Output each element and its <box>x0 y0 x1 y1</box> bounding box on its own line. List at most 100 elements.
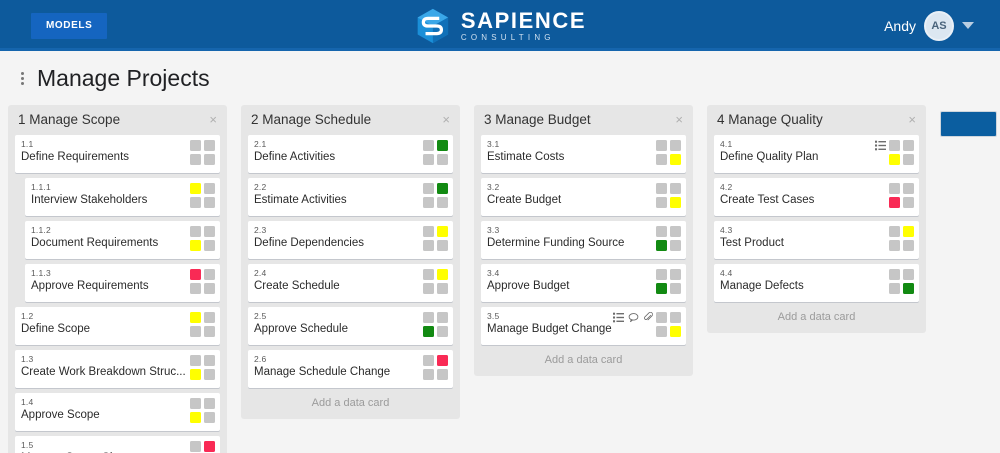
status-badge[interactable] <box>204 311 215 323</box>
status-badge[interactable] <box>204 139 215 151</box>
close-icon[interactable]: × <box>442 112 450 127</box>
status-badge[interactable] <box>423 268 434 280</box>
status-badge[interactable] <box>437 368 448 380</box>
status-badge-grid[interactable] <box>656 311 681 337</box>
status-badge[interactable] <box>670 325 681 337</box>
status-badge-grid[interactable] <box>423 139 448 165</box>
status-badge[interactable] <box>190 368 201 380</box>
data-card[interactable]: 2.3 Define Dependencies <box>248 220 453 259</box>
status-badge-grid[interactable] <box>423 354 448 380</box>
data-card[interactable]: 2.4 Create Schedule <box>248 263 453 302</box>
add-data-card-button[interactable]: Add a data card <box>777 310 856 323</box>
status-badge[interactable] <box>903 268 914 280</box>
status-badge-grid[interactable] <box>889 139 914 165</box>
status-badge-grid[interactable] <box>190 268 215 294</box>
status-badge[interactable] <box>889 182 900 194</box>
data-card[interactable]: 2.2 Estimate Activities <box>248 177 453 216</box>
data-card[interactable]: 1.4 Approve Scope <box>15 392 220 431</box>
status-badge[interactable] <box>423 325 434 337</box>
data-card[interactable]: 3.4 Approve Budget <box>481 263 686 302</box>
status-badge[interactable] <box>903 282 914 294</box>
status-badge[interactable] <box>423 368 434 380</box>
status-badge[interactable] <box>204 411 215 423</box>
data-card[interactable]: 1.1.3 Approve Requirements <box>25 263 220 302</box>
data-card[interactable]: 3.5 Manage Budget Change <box>481 306 686 345</box>
status-badge[interactable] <box>670 225 681 237</box>
chevron-down-icon[interactable] <box>962 22 974 29</box>
status-badge-grid[interactable] <box>889 225 914 251</box>
status-badge-grid[interactable] <box>656 182 681 208</box>
status-badge[interactable] <box>190 325 201 337</box>
status-badge[interactable] <box>670 153 681 165</box>
status-badge[interactable] <box>903 196 914 208</box>
status-badge-grid[interactable] <box>656 225 681 251</box>
status-badge-grid[interactable] <box>656 268 681 294</box>
status-badge[interactable] <box>889 225 900 237</box>
status-badge[interactable] <box>656 225 667 237</box>
status-badge[interactable] <box>656 196 667 208</box>
data-card[interactable]: 2.6 Manage Schedule Change <box>248 349 453 388</box>
status-badge[interactable] <box>204 354 215 366</box>
list-title[interactable]: 4 Manage Quality <box>717 112 823 127</box>
status-badge-grid[interactable] <box>190 225 215 251</box>
status-badge-grid[interactable] <box>423 225 448 251</box>
status-badge[interactable] <box>437 225 448 237</box>
status-badge[interactable] <box>903 225 914 237</box>
status-badge[interactable] <box>903 153 914 165</box>
data-card[interactable]: 2.5 Approve Schedule <box>248 306 453 345</box>
status-badge[interactable] <box>190 225 201 237</box>
add-data-card-button[interactable]: Add a data card <box>311 396 390 409</box>
kebab-menu-icon[interactable] <box>13 71 31 85</box>
close-icon[interactable]: × <box>209 112 217 127</box>
status-badge[interactable] <box>190 182 201 194</box>
status-badge-grid[interactable] <box>190 440 215 453</box>
status-badge[interactable] <box>204 239 215 251</box>
data-card[interactable]: 4.1 Define Quality Plan <box>714 134 919 173</box>
status-badge[interactable] <box>670 139 681 151</box>
status-badge[interactable] <box>656 153 667 165</box>
status-badge[interactable] <box>423 153 434 165</box>
status-badge-grid[interactable] <box>190 354 215 380</box>
data-card[interactable]: 4.4 Manage Defects <box>714 263 919 302</box>
status-badge[interactable] <box>889 239 900 251</box>
data-card[interactable]: 3.3 Determine Funding Source <box>481 220 686 259</box>
data-card[interactable]: 1.3 Create Work Breakdown Struc... <box>15 349 220 388</box>
status-badge[interactable] <box>190 397 201 409</box>
status-badge-grid[interactable] <box>423 311 448 337</box>
status-badge-grid[interactable] <box>656 139 681 165</box>
status-badge[interactable] <box>656 182 667 194</box>
list-title[interactable]: 1 Manage Scope <box>18 112 121 127</box>
status-badge[interactable] <box>423 196 434 208</box>
status-badge-grid[interactable] <box>190 182 215 208</box>
status-badge[interactable] <box>423 282 434 294</box>
status-badge[interactable] <box>423 225 434 237</box>
status-badge[interactable] <box>437 196 448 208</box>
status-badge[interactable] <box>190 354 201 366</box>
status-badge-grid[interactable] <box>190 397 215 423</box>
status-badge[interactable] <box>423 311 434 323</box>
status-badge-grid[interactable] <box>889 182 914 208</box>
status-badge[interactable] <box>889 268 900 280</box>
status-badge[interactable] <box>670 268 681 280</box>
status-badge[interactable] <box>889 282 900 294</box>
status-badge[interactable] <box>204 196 215 208</box>
status-badge[interactable] <box>670 311 681 323</box>
close-icon[interactable]: × <box>675 112 683 127</box>
status-badge[interactable] <box>670 282 681 294</box>
status-badge[interactable] <box>190 268 201 280</box>
status-badge[interactable] <box>423 139 434 151</box>
data-card[interactable]: 3.1 Estimate Costs <box>481 134 686 173</box>
data-card[interactable]: 1.1.1 Interview Stakeholders <box>25 177 220 216</box>
status-badge[interactable] <box>670 196 681 208</box>
status-badge-grid[interactable] <box>190 311 215 337</box>
status-badge[interactable] <box>656 325 667 337</box>
user-menu[interactable]: Andy AS <box>884 10 974 41</box>
status-badge[interactable] <box>190 440 201 452</box>
status-badge[interactable] <box>423 354 434 366</box>
status-badge[interactable] <box>437 153 448 165</box>
models-button[interactable]: MODELS <box>31 12 108 39</box>
status-badge[interactable] <box>437 239 448 251</box>
status-badge[interactable] <box>204 182 215 194</box>
add-list-button[interactable] <box>940 111 997 137</box>
status-badge[interactable] <box>423 182 434 194</box>
